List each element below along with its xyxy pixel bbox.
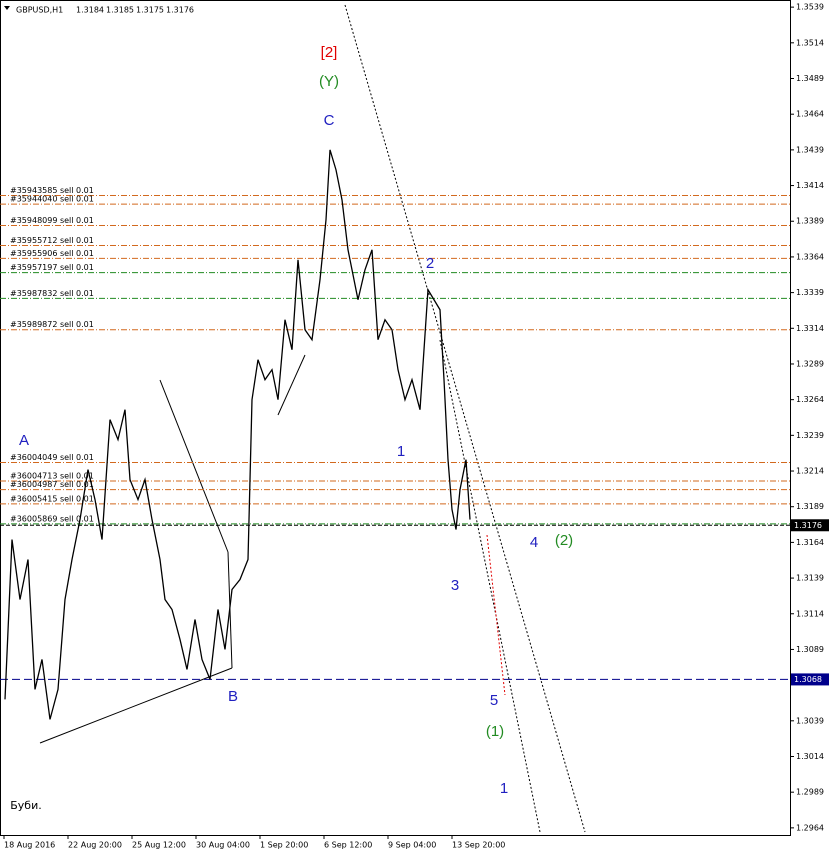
order-label: #35944040 sell 0.01 <box>10 195 94 204</box>
ohlc-value: 1.3175 <box>136 6 164 15</box>
price-box <box>791 519 829 532</box>
order-label: #35948099 sell 0.01 <box>10 216 94 225</box>
ohlc-value: 1.3185 <box>106 6 134 15</box>
x-tick-label: 18 Aug 2016 <box>4 841 55 850</box>
trend-line <box>39 667 233 744</box>
order-label: #35987832 sell 0.01 <box>10 289 94 298</box>
y-tick-label: 1.3464 <box>796 110 824 119</box>
order-label: #36004987 sell 0.01 <box>10 480 94 489</box>
wave-label: [2] <box>321 44 338 61</box>
trend-lines <box>39 4 586 833</box>
wave-label: Буби. <box>10 799 42 812</box>
wave-label: (Y) <box>319 73 339 90</box>
order-label: #35989872 sell 0.01 <box>10 320 94 329</box>
wave-label: 5 <box>490 692 498 709</box>
y-tick-label: 1.3164 <box>796 538 824 547</box>
order-label: #35943585 sell 0.01 <box>10 186 94 195</box>
y-tick-label: 1.3289 <box>796 359 824 368</box>
y-tick-label: 1.3139 <box>796 574 824 583</box>
ohlc-value: 1.3176 <box>166 6 194 15</box>
wave-label: 3 <box>451 577 459 594</box>
y-tick-label: 1.3414 <box>796 181 824 190</box>
x-tick-label: 22 Aug 20:00 <box>68 841 122 850</box>
wave-label: C <box>324 112 335 129</box>
trend-line <box>277 354 306 416</box>
wave-label: 1 <box>397 443 405 460</box>
order-label: #35955712 sell 0.01 <box>10 236 94 245</box>
wave-label: B <box>228 688 238 705</box>
wave-label: A <box>19 432 29 449</box>
y-tick-label: 1.3539 <box>796 3 824 12</box>
channel-line <box>344 4 586 833</box>
wave-label: (1) <box>486 723 504 740</box>
y-tick-label: 1.3014 <box>796 752 824 761</box>
y-tick-label: 1.3314 <box>796 324 824 333</box>
x-tick-label: 25 Aug 12:00 <box>132 841 186 850</box>
y-tick-label: 1.3089 <box>796 645 824 654</box>
order-label: #36005869 sell 0.01 <box>10 514 94 523</box>
x-tick-label: 1 Sep 20:00 <box>260 841 308 850</box>
price-label: 1.3068 <box>794 675 822 684</box>
y-tick-label: 1.3239 <box>796 431 824 440</box>
x-tick-label: 9 Sep 04:00 <box>388 841 436 850</box>
y-tick-label: 1.2964 <box>796 823 824 832</box>
y-tick-label: 1.3339 <box>796 288 824 297</box>
y-tick-label: 1.3039 <box>796 716 824 725</box>
menu-arrow <box>4 6 10 10</box>
y-tick-label: 1.3489 <box>796 74 824 83</box>
wave-label: (2) <box>555 532 573 549</box>
y-tick-label: 1.3364 <box>796 252 824 261</box>
y-tick-label: 1.2989 <box>796 788 824 797</box>
y-tick-label: 1.3114 <box>796 609 824 618</box>
price-line-series <box>4 149 471 720</box>
x-tick-label: 6 Sep 12:00 <box>324 841 372 850</box>
y-tick-label: 1.3264 <box>796 395 824 404</box>
chart-title: GBPUSD,H1 <box>16 6 63 15</box>
x-tick-label: 13 Sep 20:00 <box>452 841 505 850</box>
trend-line <box>159 379 229 553</box>
order-label: #36004049 sell 0.01 <box>10 453 94 462</box>
wave-label: 2 <box>426 255 434 272</box>
x-tick-label: 30 Aug 04:00 <box>196 841 250 850</box>
wave-label: 4 <box>530 534 538 551</box>
plot-frame <box>0 0 791 836</box>
order-label: #35955906 sell 0.01 <box>10 249 94 258</box>
wave-label: 1 <box>500 780 508 797</box>
order-label: #36004713 sell 0.01 <box>10 472 94 481</box>
price-label: 1.3176 <box>794 521 822 530</box>
y-tick-label: 1.3514 <box>796 38 824 47</box>
order-label: #36005415 sell 0.01 <box>10 494 94 503</box>
target-line <box>486 534 506 696</box>
price-box <box>791 673 829 686</box>
y-tick-label: 1.3189 <box>796 502 824 511</box>
y-tick-label: 1.3439 <box>796 145 824 154</box>
ohlc-value: 1.3184 <box>76 6 104 15</box>
y-tick-label: 1.3214 <box>796 467 824 476</box>
order-label: #35957197 sell 0.01 <box>10 263 94 272</box>
y-tick-label: 1.3389 <box>796 217 824 226</box>
